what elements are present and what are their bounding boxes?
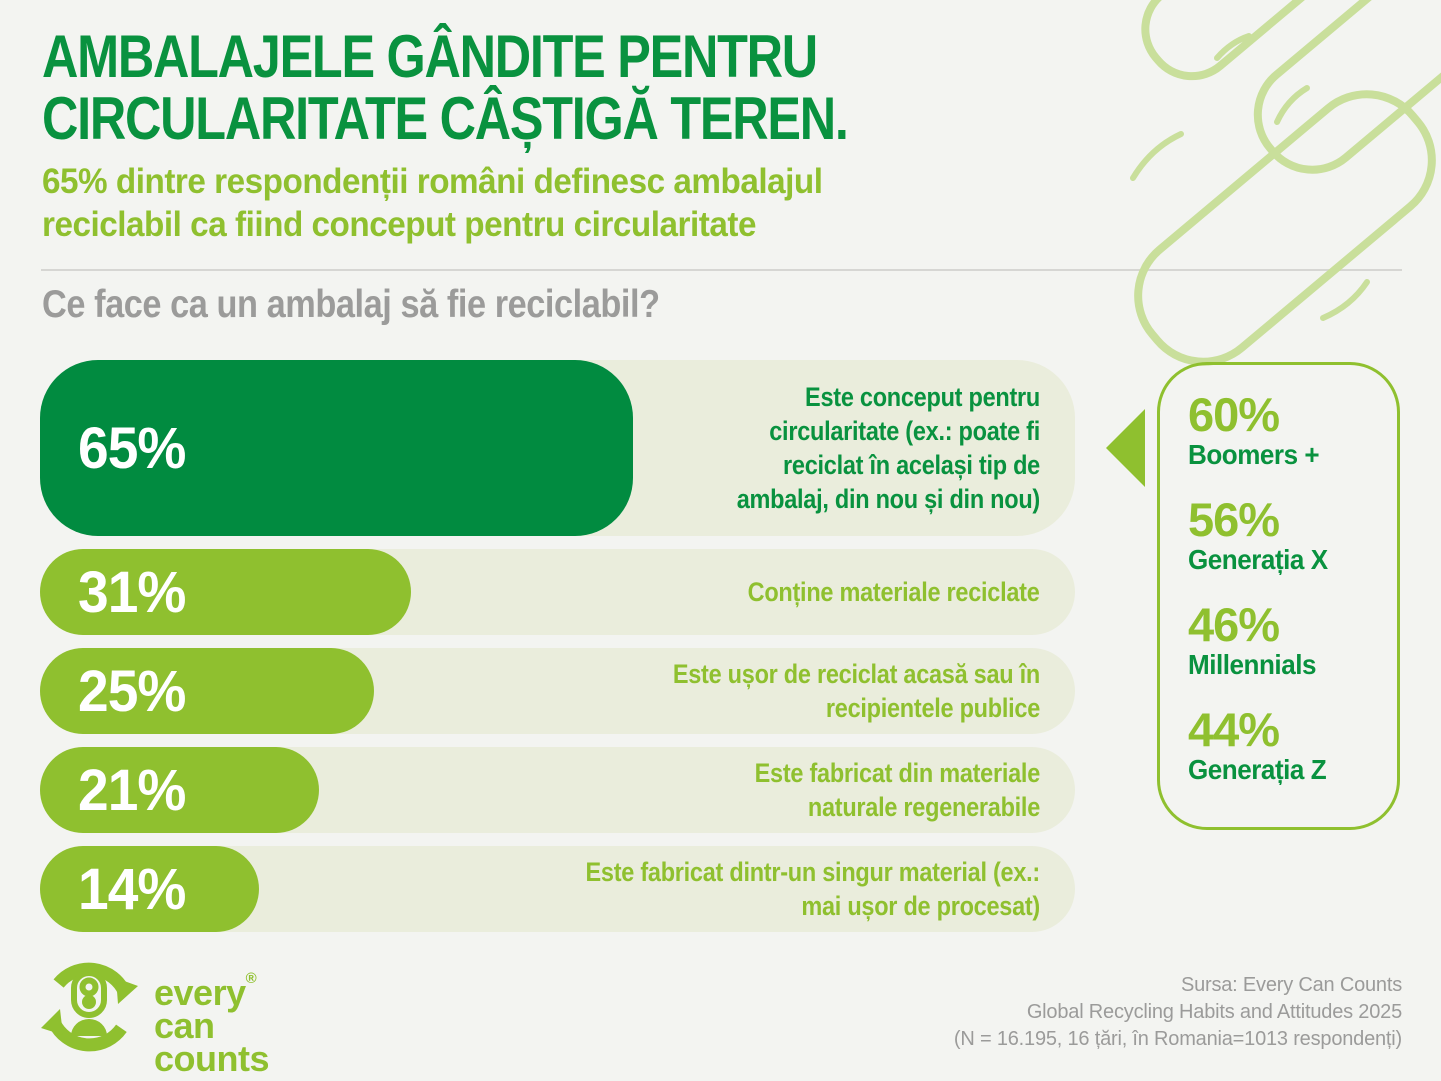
logo-word-can: can xyxy=(154,1005,215,1046)
can-outline-top-right-icon xyxy=(1253,0,1441,174)
bar-value-label: 25% xyxy=(78,658,186,724)
page-subtitle: 65% dintre respondenții români definesc … xyxy=(42,160,864,246)
can-outline-large-icon xyxy=(1130,90,1436,366)
recycle-can-icon xyxy=(41,962,138,1052)
logo-wordmark: every® can counts xyxy=(154,962,270,1079)
generation-label: Generația X xyxy=(1188,544,1328,575)
bar-category-label: Conține materiale reciclate xyxy=(748,577,1040,607)
bar-value-label: 21% xyxy=(78,757,186,823)
subtitle-line-2: reciclabil ca fiind conceput pentru circ… xyxy=(42,205,756,244)
generation-label: Boomers + xyxy=(1188,439,1320,470)
bar-row-circularitate: 65% Este conceput pentru circularitate (… xyxy=(40,360,1075,536)
generation-value: 44% xyxy=(1188,703,1280,756)
generation-item-genx: 56% Generația X xyxy=(1188,496,1389,576)
generation-value: 60% xyxy=(1188,388,1280,441)
generation-panel: 60% Boomers + 56% Generația X 46% Millen… xyxy=(1157,362,1400,830)
generation-item-genz: 44% Generația Z xyxy=(1188,706,1389,786)
generation-value: 46% xyxy=(1188,598,1280,651)
bar-value-label: 31% xyxy=(78,559,186,625)
bar-category-label: Este ușor de reciclat acasă sau în recip… xyxy=(672,659,1040,723)
title-line-2: CIRCULARITATE CÂȘTIGĂ TEREN. xyxy=(42,85,849,152)
source-line-1: Sursa: Every Can Counts xyxy=(1180,974,1402,996)
bar-row-usor-de-reciclat: 25% Este ușor de reciclat acasă sau în r… xyxy=(40,648,1075,734)
bar-value-label: 14% xyxy=(78,856,186,922)
can-outline-small-icon xyxy=(1141,0,1349,81)
source-line-3: (N = 16.195, 16 țări, în Romania=1013 re… xyxy=(953,1028,1402,1050)
bar-fill: 21% xyxy=(40,747,319,833)
bar-fill: 25% xyxy=(40,648,374,734)
bar-chart: 65% Este conceput pentru circularitate (… xyxy=(40,360,1075,932)
generation-value: 56% xyxy=(1188,493,1280,546)
bar-row-singur-material: 14% Este fabricat dintr-un singur materi… xyxy=(40,846,1075,932)
bar-fill: 14% xyxy=(40,846,259,932)
bar-category-label: Este fabricat dintr-un singur material (… xyxy=(585,857,1040,921)
page-title: AMBALAJELE GÂNDITE PENTRU CIRCULARITATE … xyxy=(42,26,1001,150)
divider-line xyxy=(41,269,1402,271)
source-line-2: Global Recycling Habits and Attitudes 20… xyxy=(1026,1001,1402,1023)
decorative-cans-illustration xyxy=(1130,0,1441,366)
title-line-1: AMBALAJELE GÂNDITE PENTRU xyxy=(42,23,818,90)
bar-category-label: Este conceput pentru circularitate (ex.:… xyxy=(736,382,1041,514)
logo-word-every: every® xyxy=(154,970,257,1013)
arrow-left-icon xyxy=(1106,409,1145,487)
bar-fill: 65% xyxy=(40,360,633,536)
bar-fill: 31% xyxy=(40,549,411,635)
subtitle-line-1: 65% dintre respondenții români definesc … xyxy=(42,162,823,201)
bar-value-label: 65% xyxy=(78,415,186,481)
generation-label: Millennials xyxy=(1188,649,1317,680)
source-note: Sursa: Every Can Counts Global Recycling… xyxy=(954,972,1402,1053)
every-can-counts-logo: every® can counts xyxy=(38,956,270,1079)
registered-mark: ® xyxy=(245,970,257,987)
bar-row-materiale-reciclate: 31% Conține materiale reciclate xyxy=(40,549,1075,635)
bar-category-label: Este fabricat din materiale naturale reg… xyxy=(754,758,1041,822)
generation-label: Generația Z xyxy=(1188,754,1327,785)
bar-row-materiale-naturale: 21% Este fabricat din materiale naturale… xyxy=(40,747,1075,833)
logo-word-counts: counts xyxy=(154,1038,270,1079)
generation-item-millennials: 46% Millennials xyxy=(1188,601,1389,681)
generation-item-boomers: 60% Boomers + xyxy=(1188,391,1389,471)
chart-question-heading: Ce face ca un ambalaj să fie reciclabil? xyxy=(42,283,660,326)
